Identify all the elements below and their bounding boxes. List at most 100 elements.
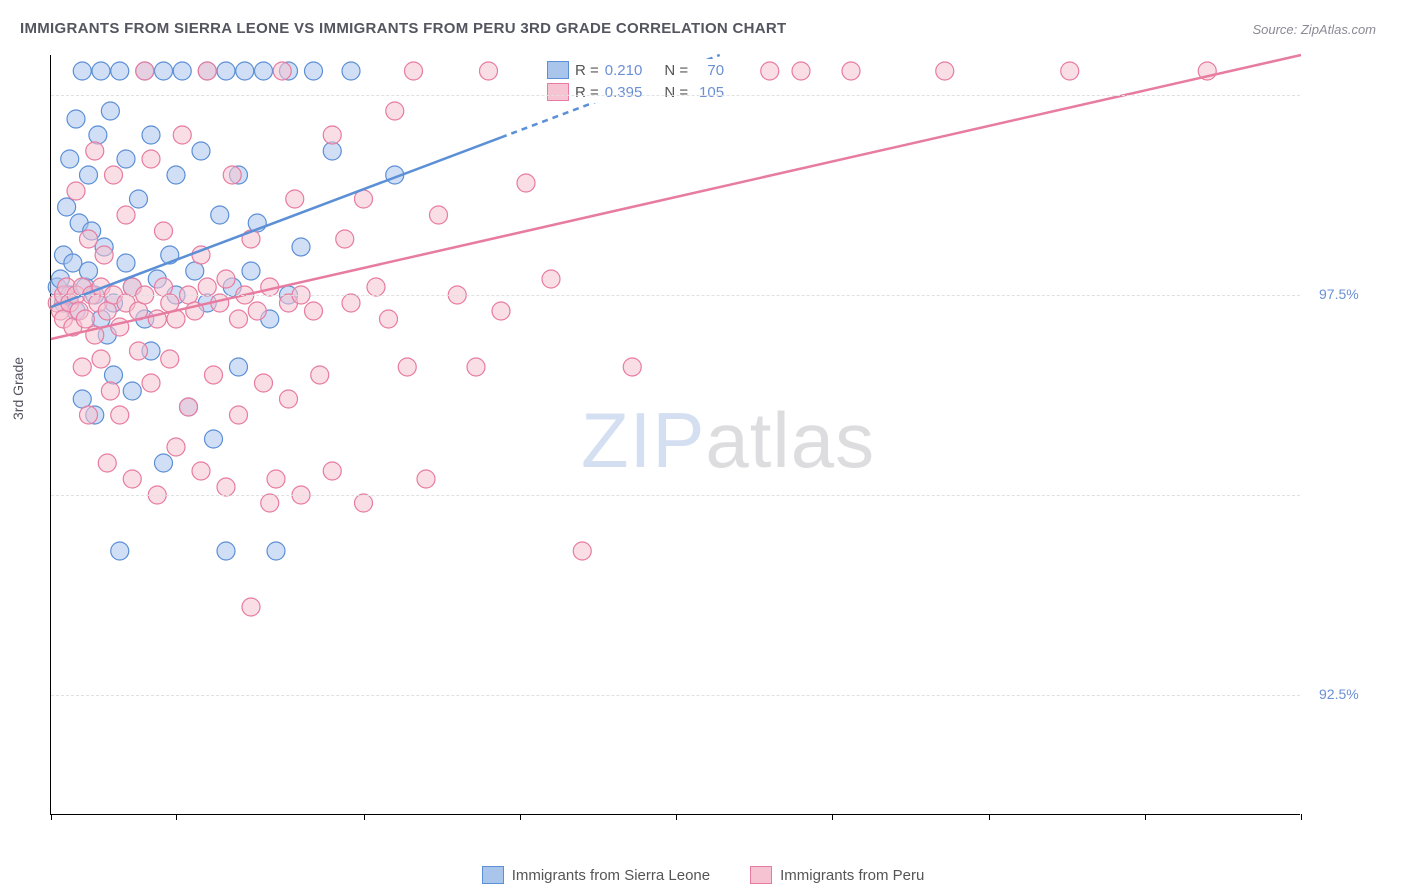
- scatter-point: [792, 62, 810, 80]
- scatter-point: [623, 358, 641, 376]
- legend-label-sierra: Immigrants from Sierra Leone: [512, 867, 710, 884]
- scatter-point: [73, 358, 91, 376]
- scatter-point: [80, 406, 98, 424]
- scatter-point: [101, 102, 119, 120]
- scatter-point: [58, 198, 76, 216]
- scatter-point: [67, 110, 85, 128]
- scatter-point: [267, 542, 285, 560]
- scatter-point: [186, 262, 204, 280]
- scatter-point: [142, 150, 160, 168]
- n-value-sierra: 70: [694, 62, 724, 79]
- x-tick: [51, 814, 52, 820]
- scatter-point: [236, 62, 254, 80]
- scatter-point: [92, 62, 110, 80]
- scatter-point: [936, 62, 954, 80]
- scatter-point: [492, 302, 510, 320]
- x-tick: [832, 814, 833, 820]
- scatter-point: [367, 278, 385, 296]
- x-tick: [520, 814, 521, 820]
- scatter-point: [323, 126, 341, 144]
- scatter-point: [242, 262, 260, 280]
- scatter-point: [105, 166, 123, 184]
- scatter-point: [155, 278, 173, 296]
- scatter-point: [217, 542, 235, 560]
- y-tick-label: 97.5%: [1319, 286, 1359, 302]
- r-value-sierra: 0.210: [605, 62, 643, 79]
- scatter-point: [142, 374, 160, 392]
- x-tick: [1145, 814, 1146, 820]
- scatter-point: [155, 222, 173, 240]
- scatter-point: [76, 310, 94, 328]
- scatter-point: [230, 358, 248, 376]
- scatter-point: [111, 406, 129, 424]
- x-tick: [676, 814, 677, 820]
- r-label: R =: [575, 84, 599, 101]
- scatter-point: [180, 398, 198, 416]
- scatter-point: [192, 142, 210, 160]
- n-value-peru: 105: [694, 84, 724, 101]
- scatter-point: [173, 62, 191, 80]
- scatter-point: [417, 470, 435, 488]
- scatter-point: [342, 62, 360, 80]
- scatter-point: [380, 310, 398, 328]
- scatter-point: [542, 270, 560, 288]
- scatter-point: [336, 230, 354, 248]
- scatter-point: [305, 62, 323, 80]
- scatter-point: [223, 166, 241, 184]
- scatter-point: [173, 126, 191, 144]
- legend-bottom: Immigrants from Sierra Leone Immigrants …: [0, 866, 1406, 884]
- scatter-point: [123, 470, 141, 488]
- scatter-point: [286, 190, 304, 208]
- scatter-point: [142, 126, 160, 144]
- source-attribution: Source: ZipAtlas.com: [1252, 22, 1376, 37]
- gridline: [51, 295, 1300, 296]
- scatter-point: [1061, 62, 1079, 80]
- scatter-point: [98, 302, 116, 320]
- scatter-point: [167, 438, 185, 456]
- scatter-point: [430, 206, 448, 224]
- scatter-point: [292, 238, 310, 256]
- legend-swatch-sierra: [547, 61, 569, 79]
- scatter-point: [117, 254, 135, 272]
- scatter-point: [198, 278, 216, 296]
- scatter-point: [117, 150, 135, 168]
- legend-swatch-peru-bottom: [750, 866, 772, 884]
- scatter-point: [61, 150, 79, 168]
- scatter-point: [342, 294, 360, 312]
- scatter-point: [355, 494, 373, 512]
- gridline: [51, 95, 1300, 96]
- plot-area: R = 0.210 N = 70 R = 0.395 N = 105 ZIPat…: [50, 55, 1300, 815]
- scatter-point: [261, 494, 279, 512]
- gridline: [51, 695, 1300, 696]
- scatter-point: [305, 302, 323, 320]
- scatter-point: [273, 62, 291, 80]
- scatter-point: [73, 62, 91, 80]
- scatter-point: [117, 206, 135, 224]
- scatter-point: [311, 366, 329, 384]
- scatter-point: [217, 62, 235, 80]
- scatter-point: [398, 358, 416, 376]
- scatter-point: [155, 62, 173, 80]
- scatter-point: [80, 166, 98, 184]
- scatter-point: [255, 62, 273, 80]
- scatter-point: [98, 454, 116, 472]
- scatter-point: [161, 350, 179, 368]
- chart-title: IMMIGRANTS FROM SIERRA LEONE VS IMMIGRAN…: [20, 20, 787, 37]
- x-tick: [176, 814, 177, 820]
- scatter-point: [111, 542, 129, 560]
- scatter-point: [136, 62, 154, 80]
- scatter-point: [405, 62, 423, 80]
- scatter-point: [517, 174, 535, 192]
- scatter-point: [80, 230, 98, 248]
- x-tick: [1301, 814, 1302, 820]
- gridline: [51, 495, 1300, 496]
- scatter-point: [280, 390, 298, 408]
- scatter-point: [92, 350, 110, 368]
- scatter-point: [217, 478, 235, 496]
- scatter-point: [205, 430, 223, 448]
- scatter-point: [155, 454, 173, 472]
- scatter-point: [230, 310, 248, 328]
- legend-item-sierra: Immigrants from Sierra Leone: [482, 866, 710, 884]
- scatter-point: [67, 182, 85, 200]
- r-label: R =: [575, 62, 599, 79]
